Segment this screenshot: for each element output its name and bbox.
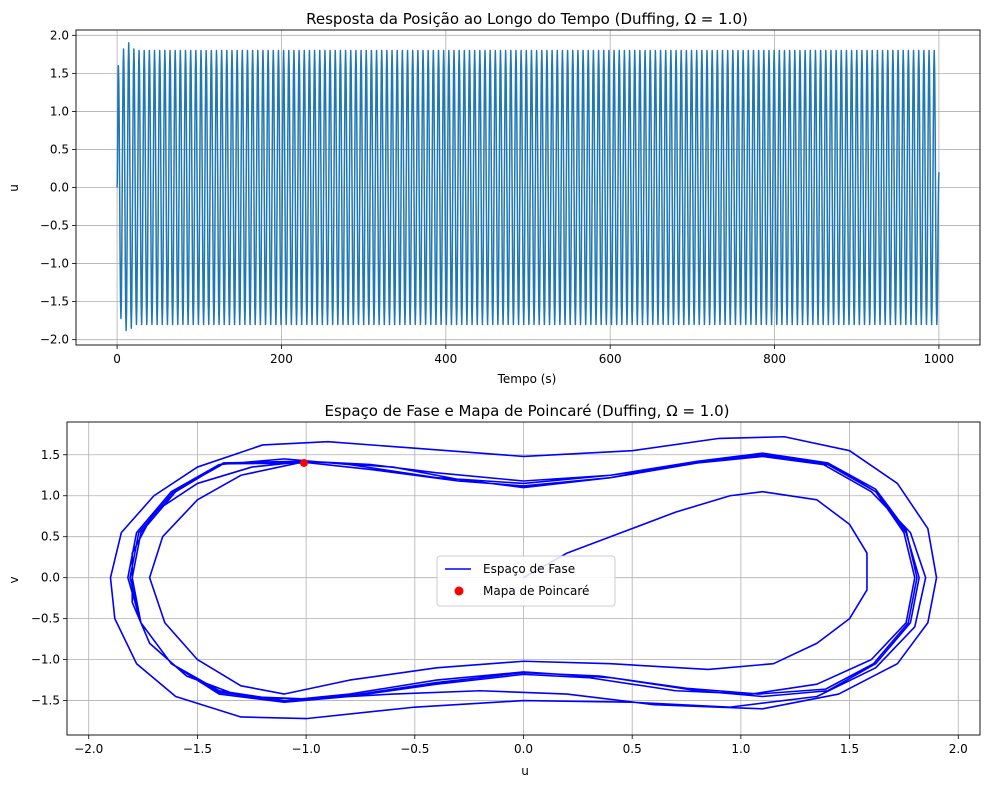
y-tick-label: 0.0 (50, 181, 69, 195)
x-tick-label: −2.0 (74, 742, 103, 756)
y-tick-label: 1.0 (50, 104, 69, 118)
y-tick-label: −1.0 (40, 257, 69, 271)
y-tick-label: −1.0 (31, 653, 60, 667)
y-tick-label: 1.0 (41, 489, 60, 503)
y-tick-label: 1.5 (41, 448, 60, 462)
x-tick-label: −1.0 (292, 742, 321, 756)
x-tick-label: 1000 (924, 352, 955, 366)
x-tick-label: 0 (113, 352, 121, 366)
x-tick-label: 800 (763, 352, 786, 366)
poincare-points (299, 458, 308, 467)
x-axis-label: Tempo (s) (497, 372, 557, 386)
time-response-chart: Resposta da Posição ao Longo do Tempo (D… (7, 10, 981, 386)
phase-space-line (109, 435, 938, 720)
x-tick-label: 0.5 (623, 742, 642, 756)
x-ticks: −2.0 −1.5 −1.0 −0.5 0.0 0.5 1.0 1.5 2.0 (74, 735, 968, 756)
x-tick-label: 200 (270, 352, 293, 366)
legend-label-poincare: Mapa de Poincaré (483, 584, 589, 598)
legend: Espaço de Fase Mapa de Poincaré (436, 555, 616, 607)
y-tick-label: −1.5 (31, 694, 60, 708)
x-tick-label: −1.5 (183, 742, 212, 756)
legend-box (436, 555, 616, 607)
y-axis-label: v (7, 576, 21, 583)
y-ticks: −1.5 −1.0 −0.5 0.0 0.5 1.0 1.5 (31, 448, 67, 708)
phase-space-chart: Espaço de Fase e Mapa de Poincaré (Duffi… (7, 402, 981, 778)
y-axis-label: u (7, 184, 21, 192)
series-line (116, 42, 940, 332)
x-tick-label: −0.5 (400, 742, 429, 756)
legend-marker-swatch (454, 586, 464, 596)
x-tick-label: 1.5 (840, 742, 859, 756)
y-tick-label: −0.5 (40, 219, 69, 233)
x-tick-label: 600 (599, 352, 622, 366)
y-ticks: −2.0 −1.5 −1.0 −0.5 0.0 0.5 1.0 1.5 2.0 (40, 28, 76, 347)
y-tick-label: 2.0 (50, 28, 69, 42)
x-tick-label: 1.0 (731, 742, 750, 756)
y-tick-label: 0.0 (41, 571, 60, 585)
chart-title: Espaço de Fase e Mapa de Poincaré (Duffi… (325, 402, 730, 420)
poincare-point (299, 458, 308, 467)
y-tick-label: 1.5 (50, 66, 69, 80)
x-ticks: 0 200 400 600 800 1000 (113, 345, 954, 366)
legend-label-phase-space: Espaço de Fase (483, 562, 575, 576)
chart-title: Resposta da Posição ao Longo do Tempo (D… (306, 10, 748, 28)
x-tick-label: 400 (434, 352, 457, 366)
y-tick-label: 0.5 (41, 530, 60, 544)
x-axis-label: u (521, 764, 529, 778)
y-tick-label: −0.5 (31, 612, 60, 626)
y-tick-label: −1.5 (40, 295, 69, 309)
x-tick-label: 2.0 (949, 742, 968, 756)
y-tick-label: 0.5 (50, 142, 69, 156)
y-tick-label: −2.0 (40, 333, 69, 347)
x-tick-label: 0.0 (514, 742, 533, 756)
